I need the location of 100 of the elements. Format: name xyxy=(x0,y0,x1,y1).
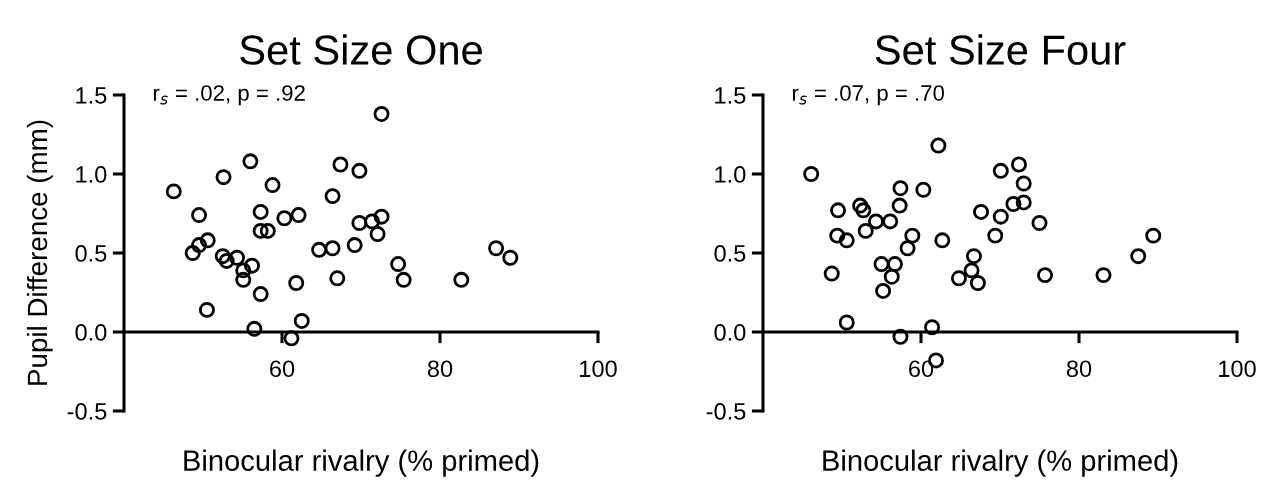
chart-title: Set Size One xyxy=(240,34,482,65)
point xyxy=(969,275,986,292)
point xyxy=(390,256,407,273)
point xyxy=(228,249,245,266)
point xyxy=(934,232,951,249)
point xyxy=(867,213,884,230)
point xyxy=(199,232,216,249)
point xyxy=(373,105,390,122)
x-axis-title: Binocular rivalry (% primed) xyxy=(184,449,539,477)
point xyxy=(838,314,855,331)
x-axis-title: Binocular rivalry (% primed) xyxy=(823,449,1178,477)
point xyxy=(823,265,840,282)
point xyxy=(215,169,232,186)
point xyxy=(293,312,310,329)
point xyxy=(252,222,269,239)
point xyxy=(992,208,1009,225)
point xyxy=(276,210,293,227)
point xyxy=(252,203,269,220)
point xyxy=(488,240,505,257)
point xyxy=(1130,248,1147,265)
point xyxy=(950,270,967,287)
x-tick-label: 60 xyxy=(270,360,295,378)
point xyxy=(502,249,519,266)
y-tick-label: -0.5 xyxy=(67,403,107,420)
point xyxy=(246,320,263,337)
annotation: r$_{s}$ = .07, p = .70 xyxy=(792,85,945,106)
y-tick-label: 0.0 xyxy=(714,324,746,341)
y-tick-label: 1.0 xyxy=(76,166,107,183)
point xyxy=(852,197,869,214)
point xyxy=(235,271,252,288)
point xyxy=(369,226,386,243)
point xyxy=(1037,267,1054,284)
point xyxy=(892,328,909,345)
y-tick-label: 1.0 xyxy=(715,166,746,183)
point xyxy=(882,213,899,230)
point xyxy=(899,240,916,257)
y-tick-label: 1.5 xyxy=(76,87,107,104)
point xyxy=(830,202,847,219)
point xyxy=(915,181,932,198)
point xyxy=(1010,156,1027,173)
point xyxy=(264,177,281,194)
point xyxy=(329,270,346,287)
point xyxy=(218,252,235,269)
y-tick-label: 1.5 xyxy=(715,87,746,104)
point xyxy=(243,257,260,274)
point xyxy=(311,241,328,258)
point xyxy=(351,214,368,231)
point xyxy=(1031,214,1048,231)
point xyxy=(364,213,381,230)
point xyxy=(395,271,412,288)
x-tick-label: 80 xyxy=(427,360,453,378)
point xyxy=(829,227,846,244)
point xyxy=(965,248,982,265)
point xyxy=(1095,267,1112,284)
point xyxy=(259,222,276,239)
point xyxy=(992,162,1009,179)
annotation: r$_{s}$ = .02, p = .92 xyxy=(153,85,305,106)
point xyxy=(453,271,470,288)
point xyxy=(288,275,305,292)
point xyxy=(904,227,921,244)
point xyxy=(165,183,182,200)
point xyxy=(886,256,903,273)
point xyxy=(1015,175,1032,192)
x-tick-label: 100 xyxy=(580,360,617,378)
point xyxy=(803,166,820,182)
point xyxy=(235,262,252,279)
y-tick-label: 0.5 xyxy=(75,245,107,262)
point xyxy=(290,207,307,224)
y-tick-label: 0.5 xyxy=(714,245,746,262)
point xyxy=(873,256,890,273)
point xyxy=(351,162,368,179)
y-tick-label: 0.0 xyxy=(75,324,107,341)
point xyxy=(963,262,980,279)
point xyxy=(191,237,208,254)
point xyxy=(987,227,1004,244)
point xyxy=(198,301,215,318)
x-tick-label: 80 xyxy=(1066,360,1092,378)
chart-title: Set Size Four xyxy=(875,34,1126,65)
point xyxy=(838,232,855,249)
point xyxy=(973,203,990,220)
point xyxy=(324,240,341,257)
point xyxy=(924,319,941,336)
x-tick-label: 100 xyxy=(1219,360,1256,378)
point xyxy=(252,286,269,303)
point xyxy=(214,248,231,265)
point xyxy=(930,137,947,154)
point xyxy=(855,202,872,219)
point xyxy=(891,197,908,214)
y-axis-title: Pupil Difference (mm) xyxy=(26,120,53,385)
point xyxy=(191,207,208,224)
y-tick-label: -0.5 xyxy=(706,403,746,420)
point xyxy=(346,237,363,254)
point xyxy=(857,222,874,239)
point xyxy=(875,282,892,299)
point xyxy=(324,188,341,205)
point xyxy=(1015,194,1032,211)
point xyxy=(1145,227,1162,244)
point xyxy=(184,245,201,261)
point xyxy=(332,156,349,173)
point xyxy=(1005,196,1022,213)
